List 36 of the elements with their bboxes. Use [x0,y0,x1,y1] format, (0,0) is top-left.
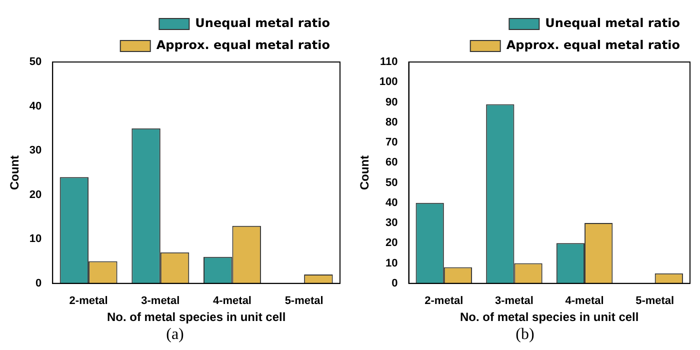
y-tick-label: 70 [386,136,398,149]
y-tick-label: 100 [379,76,398,88]
text: (a) [165,326,185,344]
text: (b) [514,326,536,344]
y-tick-label: 60 [386,156,398,169]
x-tick-label: 5-metal [636,295,674,308]
x-tick-label: 5-metal [284,295,324,308]
x-tick-label: 3-metal [141,295,180,308]
y-tick-label: 30 [386,217,398,230]
y-tick-label: 50 [29,56,42,68]
y-tick-label: 90 [386,96,398,108]
y-tick-label: 0 [36,277,42,290]
y-tick-label: 110 [380,56,398,68]
y-tick-label: 40 [386,196,398,209]
x-axis-title: No. of metal species in unit cell [106,310,286,324]
legend-label: Unequal metal ratio [545,16,680,30]
y-tick-label: 30 [29,144,42,157]
y-tick-label: 20 [386,237,398,250]
legend-label: Approx. equal metal ratio [506,38,680,52]
legend-label: Unequal metal ratio [195,16,330,30]
y-axis-title: Count [8,155,22,190]
y-tick-label: 20 [29,188,42,201]
x-tick-label: 3-metal [494,295,534,308]
y-tick-label: 10 [386,257,398,270]
y-tick-label: 0 [392,277,398,290]
y-axis-title: Count [358,155,372,190]
y-tick-label: 80 [386,116,398,128]
x-tick-label: 2-metal [69,295,108,308]
y-tick-label: 10 [29,233,42,246]
legend-label: Approx. equal metal ratio [156,38,330,52]
y-tick-label: 50 [386,176,398,189]
y-tick-label: 40 [29,100,42,112]
x-axis-title: No. of metal species in unit cell [460,310,639,324]
x-tick-label: 4-metal [212,295,252,308]
x-tick-label: 2-metal [424,295,464,308]
x-tick-label: 4-metal [565,295,604,308]
